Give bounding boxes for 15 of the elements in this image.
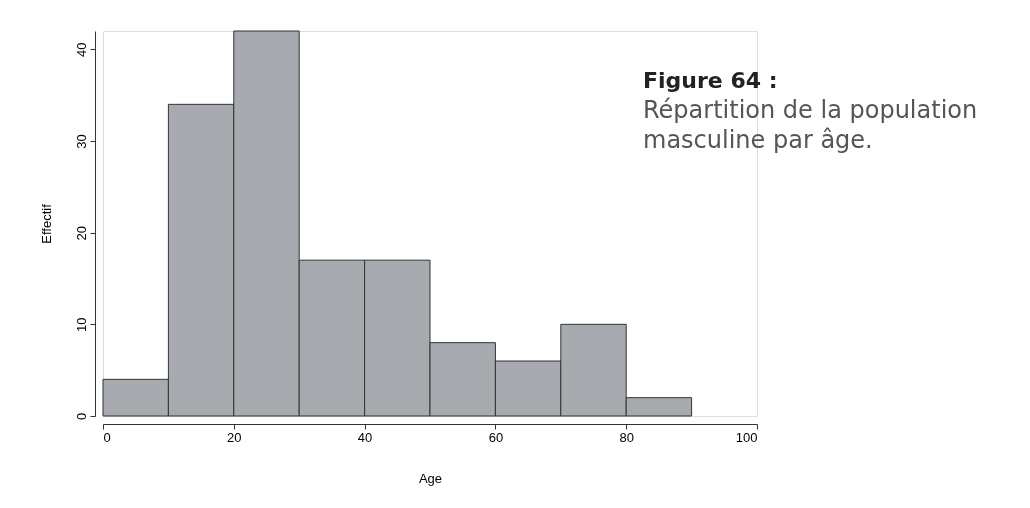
x-tick-label: 100	[735, 429, 758, 445]
x-tick-label: 20	[227, 429, 242, 445]
x-axis-title: Age	[418, 470, 443, 486]
x-tick-label: 80	[619, 429, 634, 445]
y-tick-label: 40	[73, 42, 89, 58]
x-tick-label: 0	[103, 429, 111, 445]
y-tick-label: 10	[73, 317, 89, 333]
x-tick-label: 40	[357, 429, 373, 445]
text: Répartition de la population masculine par âge.	[643, 96, 978, 154]
y-tick-label: 0	[73, 412, 89, 421]
y-tick-label: 20	[73, 225, 89, 241]
x-tick-label: 60	[488, 429, 504, 445]
y-axis-title: Effectif	[38, 203, 54, 244]
text: Figure 64 :	[643, 68, 778, 93]
y-tick-label: 30	[73, 134, 89, 149]
